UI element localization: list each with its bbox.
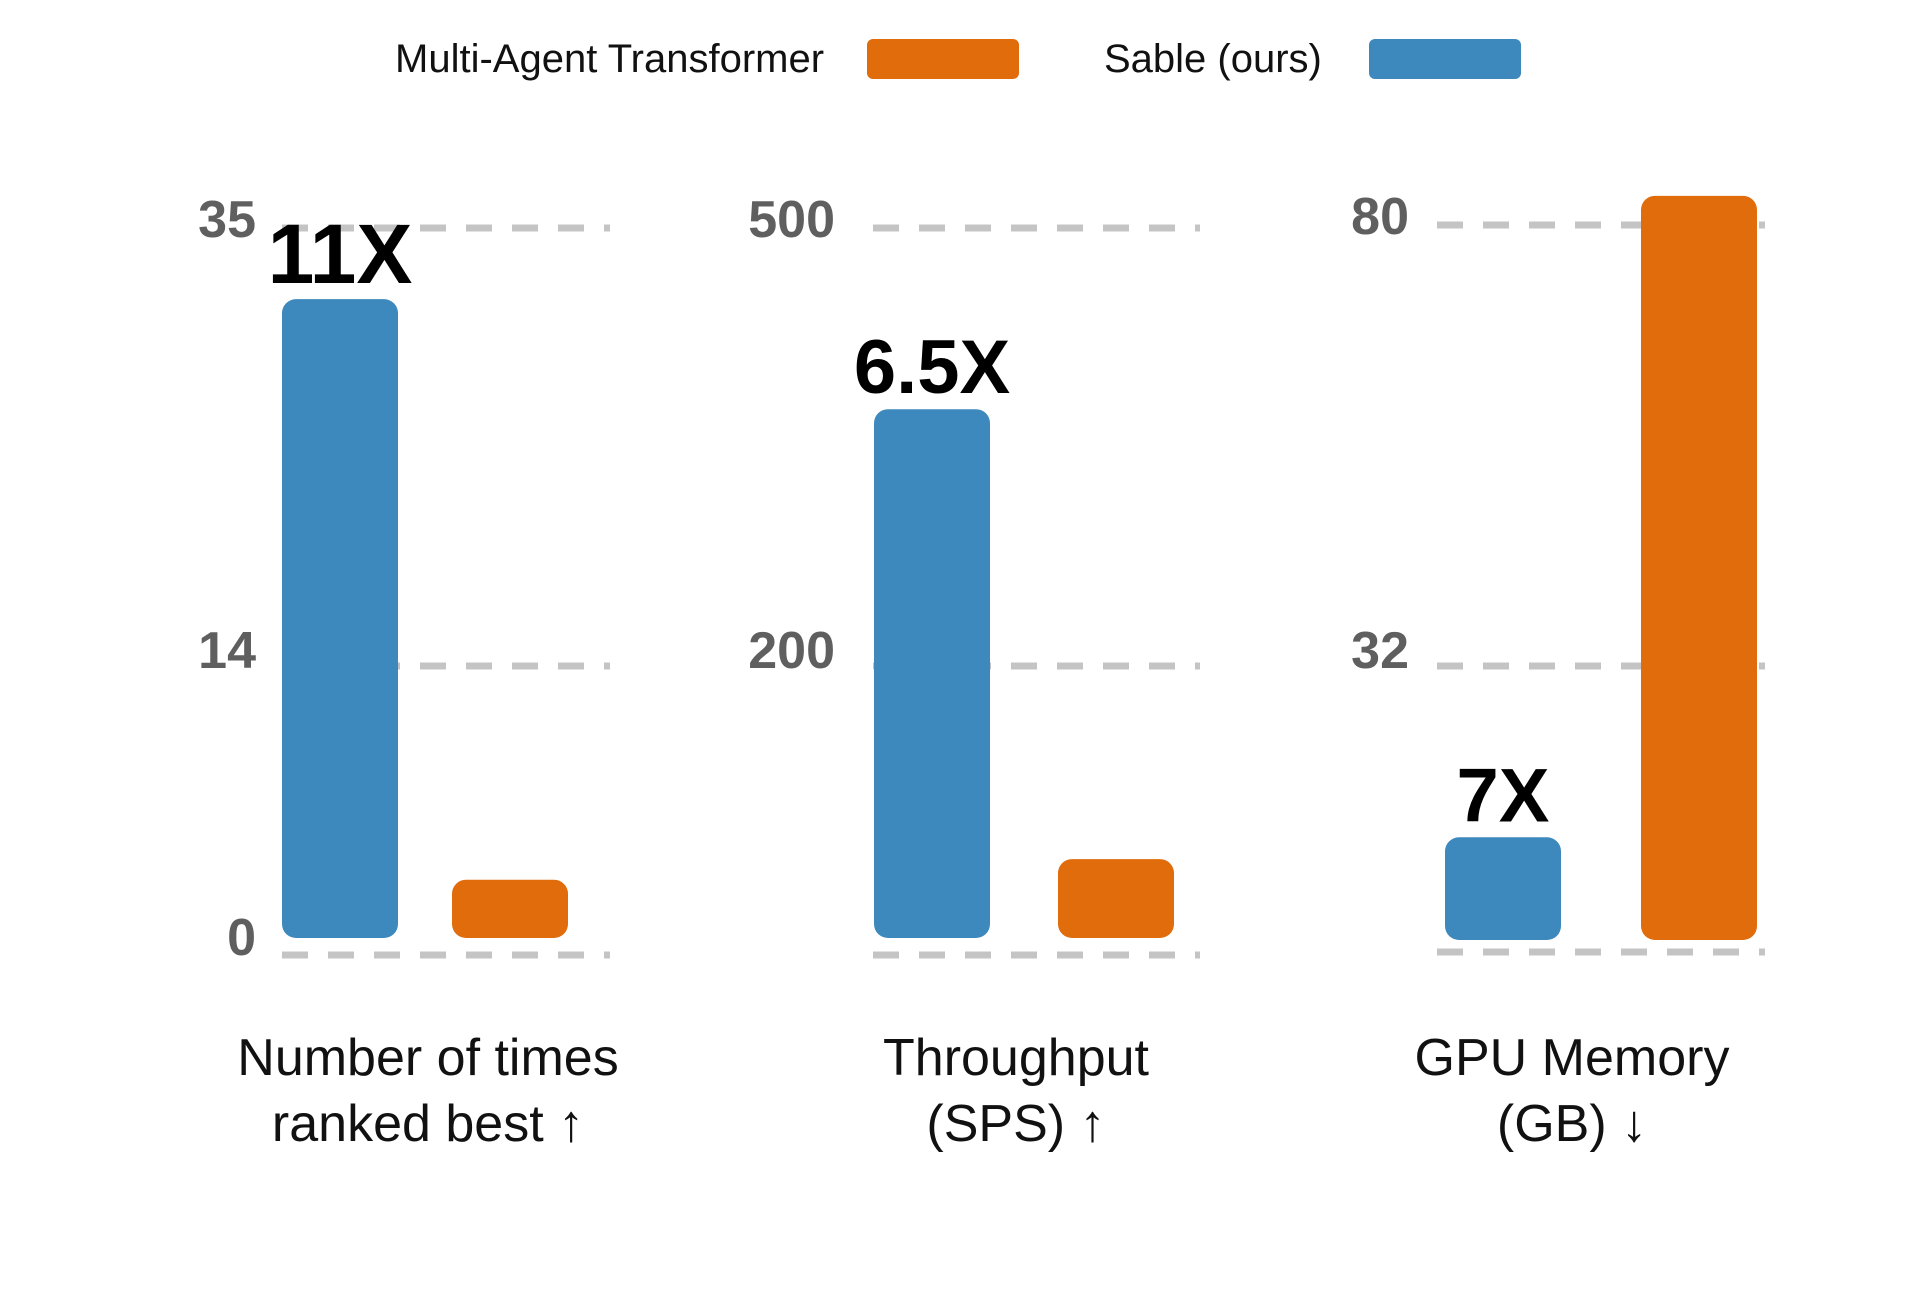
axis-title-gpu-memory-line-1: GPU Memory [1415, 1029, 1730, 1087]
panel-gpu-memory: 32 80 7X GPU Memory (GB) ↓ [1351, 188, 1765, 1153]
tick-label-gpu-memory-32: 32 [1351, 622, 1409, 680]
axis-title-throughput-line-1: Throughput [883, 1029, 1150, 1087]
chart-panels: 0 14 35 11X Number of times ranked best ↑ 200 5… [198, 188, 1765, 1153]
tick-label-ranked-best-35: 35 [198, 191, 256, 249]
tick-label-throughput-200: 200 [748, 622, 835, 680]
bar-throughput-multi-agent-transformer [1058, 859, 1174, 938]
axis-title-gpu-memory-line-2: (GB) ↓ [1497, 1095, 1647, 1153]
bar-ranked-best-sable-ours [282, 299, 398, 939]
bar-gpu-memory-sable-ours [1445, 837, 1561, 940]
bar-ranked-best-multi-agent-transformer [452, 879, 568, 938]
panel-throughput: 200 500 6.5X Throughput (SPS) ↑ [748, 191, 1200, 1153]
annotation-gpu-memory: 7X [1457, 753, 1550, 838]
legend-swatch-multi-agent-transformer [867, 39, 1019, 79]
legend-swatch-sable-ours [1369, 39, 1521, 79]
bar-gpu-memory-multi-agent-transformer [1641, 195, 1757, 941]
tick-label-ranked-best-0: 0 [227, 909, 256, 967]
annotation-throughput: 6.5X [854, 325, 1011, 410]
panel-ranked-best: 0 14 35 11X Number of times ranked best ↑ [198, 191, 619, 1153]
annotation-ranked-best: 11X [268, 207, 413, 301]
axis-title-ranked-best-line-2: ranked best ↑ [272, 1095, 584, 1153]
legend: Multi-Agent Transformer Sable (ours) [395, 37, 1521, 81]
tick-label-gpu-memory-80: 80 [1351, 188, 1409, 246]
tick-label-throughput-500: 500 [748, 191, 835, 249]
bar-throughput-sable-ours [874, 409, 990, 938]
axis-title-throughput-line-2: (SPS) ↑ [926, 1095, 1105, 1153]
axis-title-ranked-best-line-1: Number of times [237, 1029, 618, 1087]
legend-label-multi-agent-transformer: Multi-Agent Transformer [395, 37, 824, 81]
legend-label-sable-ours: Sable (ours) [1104, 37, 1322, 81]
tick-label-ranked-best-14: 14 [198, 622, 256, 680]
